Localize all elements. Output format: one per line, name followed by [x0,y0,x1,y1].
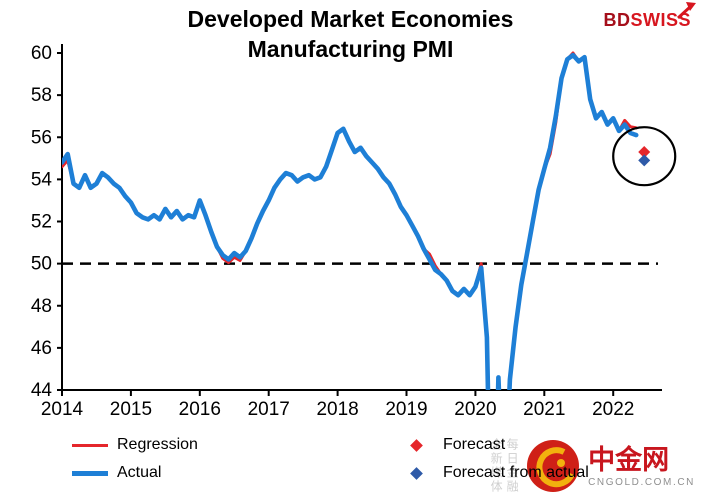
cngold-watermark-text: 全新媒体 每日金融 [489,438,520,494]
chart-title: Developed Market Economies Manufacturing… [0,4,701,64]
legend-item-forecast-from-actual: Forecast from actual [398,464,589,482]
chart-title-line1: Developed Market Economies [187,6,514,32]
svg-text:58: 58 [31,85,52,106]
svg-text:2020: 2020 [454,399,496,420]
brand-bd: BD [603,10,631,30]
legend-label-forecast-from-actual: Forecast from actual [443,464,589,481]
cngold-logo: 全新媒体 每日金融 中金网 CNGOLD.COM.CN [489,438,695,494]
svg-text:60: 60 [31,43,52,64]
svg-text:48: 48 [31,296,52,317]
legend-right-column: Forecast Forecast from actual [398,436,589,482]
legend-label-regression: Regression [117,436,198,453]
cngold-coin-icon [527,440,580,492]
chart-title-line2: Manufacturing PMI [247,36,454,62]
legend-item-actual: Actual [72,464,198,482]
watermark-col1: 每日金融 [505,438,520,494]
watermark-col2: 全新媒体 [489,438,504,494]
svg-text:56: 56 [31,127,52,148]
svg-text:2022: 2022 [592,399,634,420]
svg-text:2017: 2017 [248,399,290,420]
cngold-url: CNGOLD.COM.CN [588,476,695,488]
brand-swiss-text: SWISS [630,10,691,30]
actual-line-swatch [72,470,108,476]
svg-text:52: 52 [31,212,52,233]
svg-text:54: 54 [31,169,53,190]
svg-text:2014: 2014 [41,399,84,420]
brand-arrow-icon [677,2,696,20]
legend-item-regression: Regression [72,436,198,454]
svg-text:50: 50 [31,254,52,275]
svg-text:2018: 2018 [316,399,358,420]
brand-swiss: SWISS [630,2,696,31]
svg-text:2016: 2016 [179,399,221,420]
forecast-diamond-icon [410,438,423,452]
svg-text:2015: 2015 [110,399,152,420]
bdswiss-logo: BD SWISS [603,2,696,31]
svg-text:2021: 2021 [523,399,565,420]
legend-label-forecast: Forecast [443,436,506,453]
legend-item-forecast: Forecast [398,436,589,454]
svg-text:46: 46 [31,338,52,359]
legend-label-actual: Actual [117,464,162,481]
forecast-from-actual-diamond-icon [410,466,423,480]
regression-line-swatch [72,443,108,447]
svg-text:44: 44 [31,380,53,401]
cngold-name: 中金网 [588,444,670,475]
cngold-text-block: 中金网 CNGOLD.COM.CN [588,445,695,488]
legend-left-column: Regression Actual [72,436,198,482]
svg-text:2019: 2019 [385,399,427,420]
